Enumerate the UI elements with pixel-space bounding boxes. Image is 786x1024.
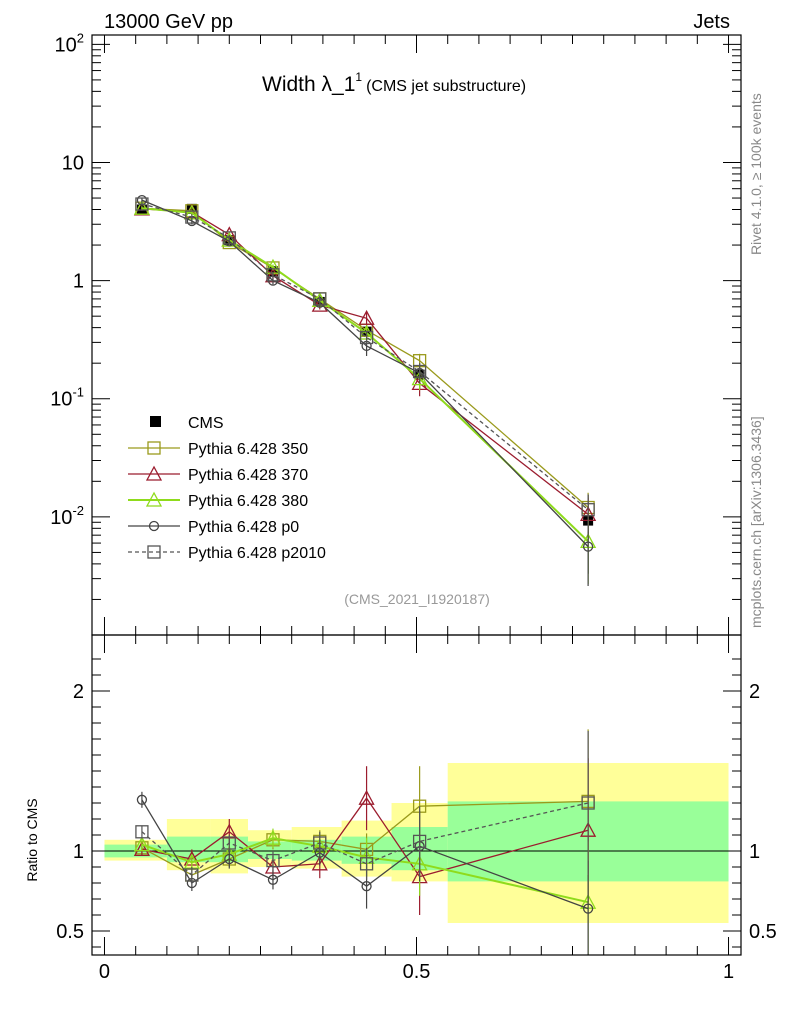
ratio-point-p2010-6 <box>412 834 427 849</box>
ratio-point-p370-0 <box>133 841 151 857</box>
legend-marker-p380 <box>145 491 163 507</box>
main-point-p380-0 <box>133 199 151 215</box>
ratio-point-p0-7 <box>582 903 594 914</box>
ratio-line-p2010 <box>141 802 589 876</box>
main-ytick-label-4: 102 <box>55 30 84 56</box>
mcplots-label: mcplots.cern.ch [arXiv:1306.3436] <box>748 416 764 628</box>
ratio-band-inner-4 <box>291 839 342 861</box>
ratio-point-p0-2 <box>224 853 235 865</box>
ratio-marks <box>133 729 597 955</box>
ratio-point-p2010-0 <box>135 825 149 839</box>
header-right: Jets <box>693 11 730 33</box>
ratio-point-p380-3 <box>264 829 282 845</box>
plot-title-main: Width λ_1 <box>262 73 355 96</box>
rivet-label: Rivet 4.1.0, ≥ 100k events <box>748 93 764 255</box>
main-point-p2010-2 <box>222 231 236 245</box>
ratio-ytick-label-right-0: 0.5 <box>749 921 777 943</box>
analysis-id: (CMS_2021_I1920187) <box>344 591 490 607</box>
ratio-point-p2010-2 <box>222 836 236 850</box>
ratio-point-p0-5 <box>361 881 372 892</box>
ratio-ylabel: Ratio to CMS <box>24 798 40 881</box>
ratio-point-p380-0 <box>133 836 151 852</box>
main-point-p2010-6 <box>412 364 427 379</box>
ratio-point-p370-5 <box>358 789 375 805</box>
main-point-CMS-3 <box>267 266 278 277</box>
plot-title: Width λ_11 (CMS jet substructure) <box>262 70 526 96</box>
main-point-p0-7 <box>582 541 594 552</box>
legend-label-p350: Pythia 6.428 350 <box>188 441 308 458</box>
ratio-point-p2010-7 <box>581 796 595 810</box>
ratio-point-p0-3 <box>267 874 279 885</box>
legend-label-p2010: Pythia 6.428 p2010 <box>188 545 326 562</box>
ratio-point-p2010-3 <box>266 853 280 868</box>
main-point-p2010-3 <box>266 268 280 282</box>
main-line-p380 <box>141 207 589 543</box>
legend: CMS Pythia 6.428 350 Pythia 6.428 370 Pythi… <box>128 415 326 562</box>
legend-label-p0: Pythia 6.428 p0 <box>188 519 299 536</box>
main-point-p370-5 <box>358 309 375 325</box>
header-left: 13000 GeV pp <box>104 11 233 33</box>
main-ytick-label-3: 10 <box>62 152 84 174</box>
xtick-label-2: 1 <box>723 961 734 983</box>
ratio-point-p2010-5 <box>359 857 374 871</box>
legend-label-p380: Pythia 6.428 380 <box>188 493 308 510</box>
main-line-p2010 <box>141 203 589 511</box>
legend-label-CMS: CMS <box>188 415 224 432</box>
main-ytick-label-1: 10-1 <box>50 385 84 411</box>
main-marks <box>133 194 597 586</box>
legend-marker-p370 <box>145 465 163 481</box>
main-point-p2010-5 <box>359 330 374 345</box>
main-ytick-label-0: 10-2 <box>50 503 84 529</box>
plot-title-sup: 1 <box>355 70 362 84</box>
xtick-label-1: 0.5 <box>403 961 431 983</box>
main-ytick-label-2: 1 <box>73 271 84 293</box>
main-point-p2010-7 <box>581 503 595 517</box>
legend-marker-p0 <box>148 520 160 532</box>
legend-marker-p2010 <box>147 545 161 559</box>
plot-title-sub: (CMS jet substructure) <box>366 78 526 95</box>
legend-label-p370: Pythia 6.428 370 <box>188 467 308 484</box>
main-point-p2010-0 <box>135 197 149 211</box>
axes: 10-2 10-1 1 10 102 0.5 0.5 1 1 2 2 0 0.5 1 <box>50 30 777 983</box>
legend-marker-CMS <box>150 416 161 427</box>
ratio-ytick-label-left-1: 1 <box>73 841 84 863</box>
xtick-label-0: 0 <box>99 961 110 983</box>
ratio-ytick-label-left-2: 2 <box>73 681 84 703</box>
ratio-point-p2010-4 <box>313 836 327 850</box>
ratio-point-p2010-1 <box>185 868 199 882</box>
ratio-ytick-label-right-1: 1 <box>749 841 760 863</box>
main-point-p2010-1 <box>185 210 199 224</box>
ratio-line-p380 <box>141 837 589 904</box>
main-line-p0 <box>141 199 589 548</box>
ratio-point-p370-4 <box>311 855 328 871</box>
ratio-ytick-label-right-2: 2 <box>749 681 760 703</box>
ratio-point-p0-0 <box>136 794 148 805</box>
legend-marker-p350 <box>147 441 161 455</box>
main-point-p2010-4 <box>313 292 327 306</box>
ratio-ytick-label-left-0: 0.5 <box>56 921 84 943</box>
